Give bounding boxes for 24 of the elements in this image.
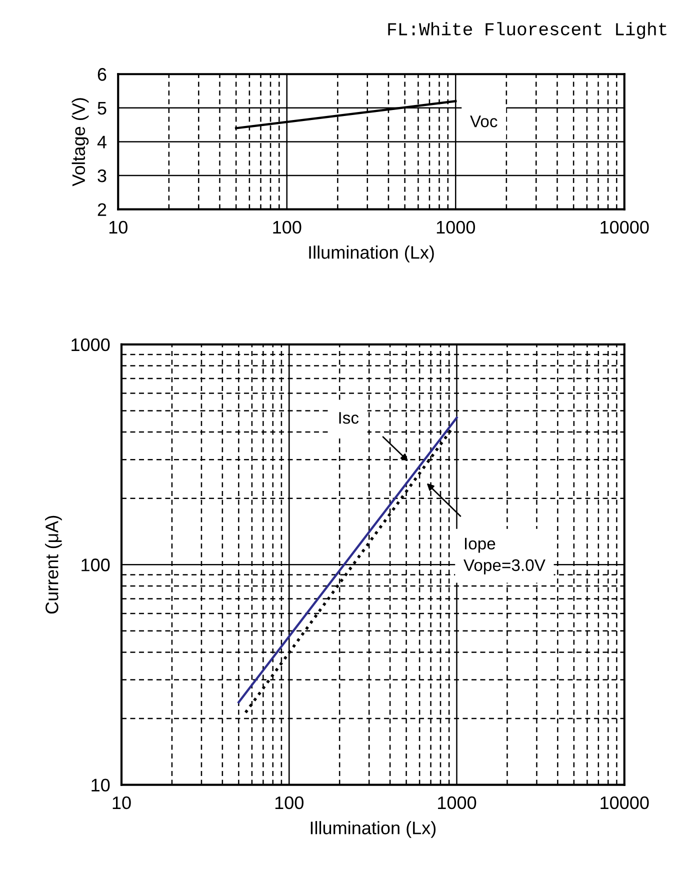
- annotation: Voc: [470, 116, 498, 128]
- x-axis-title: Illumination (Lx): [310, 821, 436, 838]
- y-tick-label: 3: [98, 169, 106, 182]
- x-tick-label: 10000: [600, 796, 649, 810]
- x-tick-label: 1000: [436, 220, 476, 234]
- y-tick-label: 1000: [72, 338, 110, 352]
- x-tick-label: 10000: [600, 220, 649, 234]
- y-tick-label: 2: [98, 203, 106, 216]
- y-tick-label: 5: [98, 102, 106, 115]
- y-tick-label: 100: [82, 558, 110, 572]
- x-axis-title: Illumination (Lx): [309, 246, 434, 262]
- annotation: Isc: [339, 412, 359, 424]
- y-axis-title: Current (μA): [45, 516, 62, 614]
- y-tick-label: 6: [98, 68, 106, 81]
- y-axis-title: Voltage (V): [72, 98, 89, 186]
- annotation: Iope Vope=3.0V: [464, 538, 546, 574]
- x-tick-label: 100: [273, 220, 302, 234]
- y-tick-label: 10: [92, 778, 110, 792]
- x-tick-label: 10: [112, 796, 131, 810]
- x-tick-label: 1000: [438, 796, 476, 810]
- x-tick-label: 10: [109, 220, 128, 234]
- x-tick-label: 100: [275, 796, 304, 810]
- chart-title: FL:White Fluorescent Light: [388, 22, 666, 39]
- y-tick-label: 4: [97, 136, 106, 148]
